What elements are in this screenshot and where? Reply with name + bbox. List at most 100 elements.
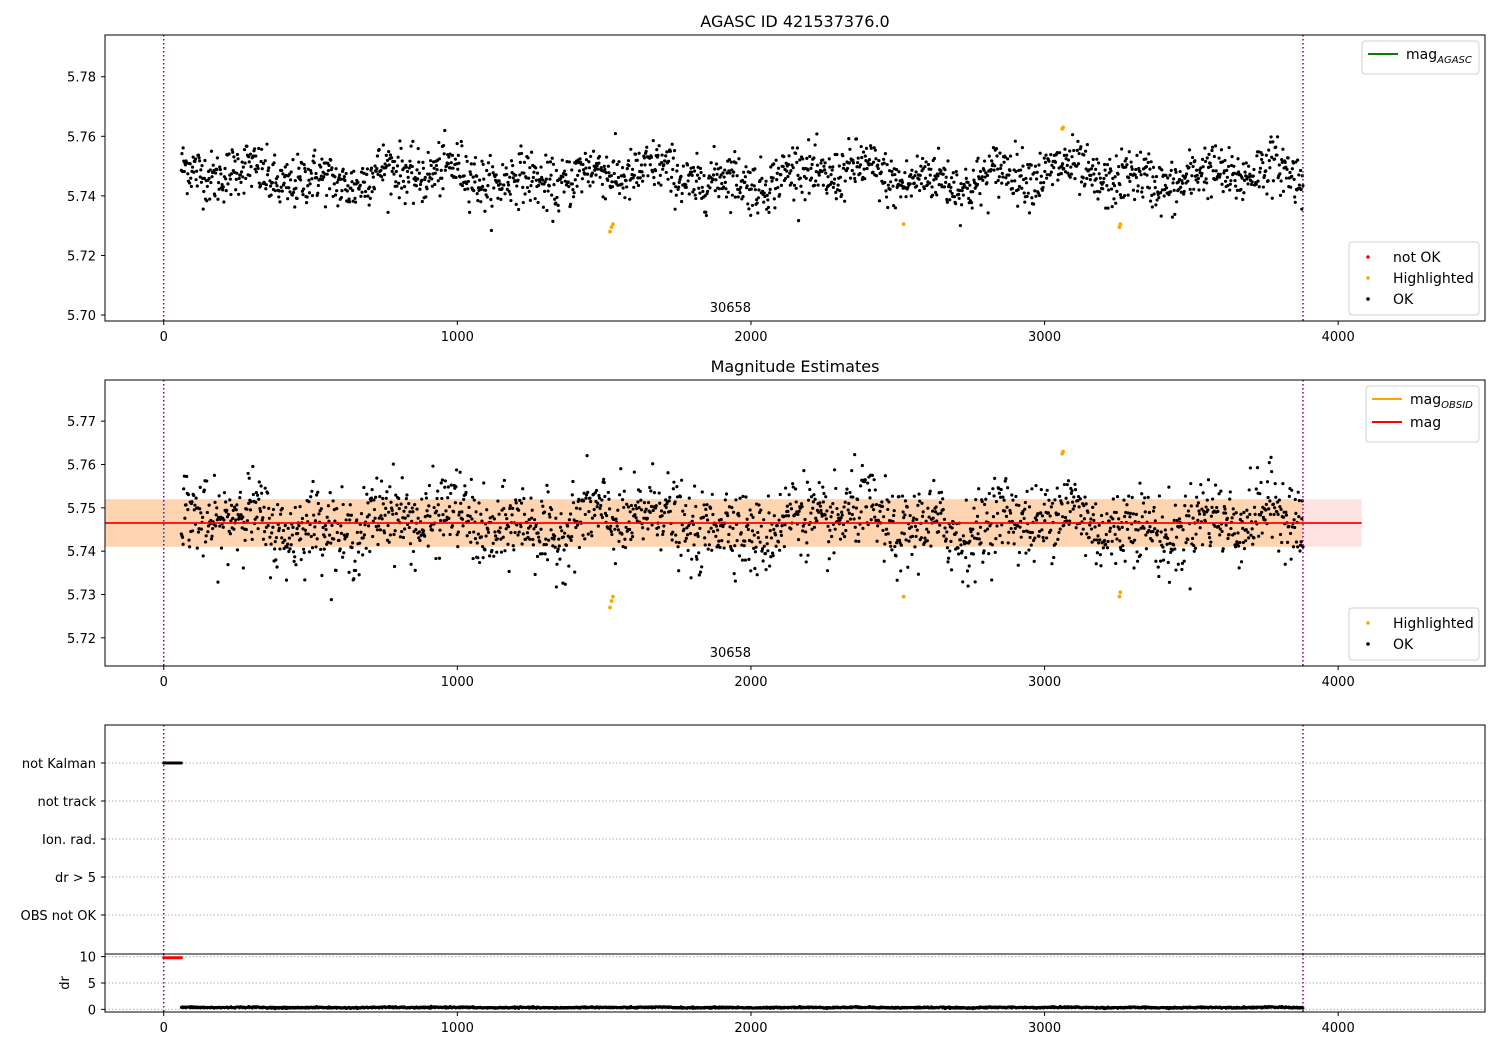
data-point	[741, 195, 745, 199]
data-point	[534, 178, 538, 182]
data-point	[281, 528, 286, 533]
data-point	[942, 185, 947, 189]
data-point	[782, 545, 786, 549]
data-point	[904, 538, 908, 542]
data-point	[206, 530, 210, 534]
data-point	[456, 545, 460, 549]
data-point	[1127, 150, 1131, 154]
data-point	[794, 151, 798, 155]
data-point	[1073, 482, 1077, 486]
data-point	[674, 540, 678, 544]
data-point	[819, 511, 824, 516]
data-point	[1007, 173, 1011, 177]
data-point	[1169, 190, 1173, 194]
data-point	[639, 508, 644, 512]
data-point	[1213, 483, 1218, 487]
data-point	[893, 172, 897, 177]
data-point	[511, 176, 515, 180]
data-point	[774, 544, 778, 548]
data-point	[338, 547, 342, 551]
data-point	[405, 493, 409, 497]
data-point	[828, 505, 833, 509]
data-point	[1283, 562, 1287, 566]
data-point	[1234, 545, 1238, 549]
data-point	[731, 174, 735, 178]
data-point	[341, 167, 345, 171]
data-point	[413, 176, 417, 180]
data-point	[983, 175, 987, 179]
data-point	[325, 193, 329, 198]
data-point	[1150, 205, 1154, 209]
data-point	[567, 564, 571, 568]
data-point	[820, 514, 824, 518]
data-point	[203, 158, 207, 163]
data-point	[983, 502, 987, 507]
data-point	[498, 526, 502, 530]
data-point	[1152, 192, 1156, 196]
data-point	[241, 165, 245, 169]
data-point	[717, 187, 722, 191]
data-point	[995, 167, 1000, 171]
data-point	[1216, 524, 1221, 528]
data-point	[894, 554, 898, 558]
data-point	[664, 154, 668, 158]
data-point	[609, 529, 613, 534]
data-point	[997, 491, 1001, 495]
data-point	[1215, 505, 1219, 510]
data-point	[927, 515, 931, 519]
data-point	[731, 170, 736, 174]
data-point	[589, 154, 593, 159]
data-point	[697, 186, 701, 190]
data-point	[1172, 543, 1176, 547]
data-point	[920, 501, 924, 505]
data-point	[379, 479, 384, 483]
data-point	[843, 534, 847, 539]
data-point	[1170, 215, 1175, 219]
data-point	[216, 197, 220, 201]
data-point	[243, 161, 247, 165]
data-point	[529, 496, 533, 500]
data-point	[1128, 511, 1133, 515]
data-point	[883, 474, 887, 478]
data-point	[1244, 539, 1248, 543]
data-point	[589, 530, 593, 534]
data-point	[255, 493, 260, 497]
data-point	[1236, 170, 1241, 174]
data-point	[248, 508, 253, 512]
data-point	[918, 173, 922, 177]
data-point	[464, 490, 468, 495]
data-point	[349, 513, 354, 517]
data-point	[655, 533, 659, 537]
data-point	[192, 508, 196, 512]
data-point	[726, 540, 730, 544]
data-point	[1275, 135, 1280, 139]
line-legend: magAGASC	[1361, 40, 1480, 75]
data-point	[375, 476, 379, 480]
data-point	[521, 185, 525, 190]
data-point	[1191, 516, 1195, 520]
data-point	[277, 526, 281, 530]
data-point	[609, 174, 613, 178]
data-point	[644, 149, 648, 153]
data-point	[857, 516, 861, 520]
data-point	[257, 146, 261, 151]
data-point	[1223, 511, 1228, 515]
data-point	[254, 154, 258, 158]
data-point	[922, 186, 926, 191]
data-point	[465, 159, 469, 163]
data-point	[1053, 542, 1058, 546]
data-point	[791, 482, 795, 486]
data-point	[271, 525, 275, 529]
data-point	[377, 516, 381, 520]
data-point	[919, 536, 924, 540]
data-point	[984, 171, 988, 175]
data-point	[318, 177, 322, 181]
data-point	[606, 490, 610, 495]
data-point	[722, 175, 726, 179]
data-point	[654, 504, 658, 508]
series-dr	[179, 1004, 1305, 1011]
data-point	[745, 517, 749, 521]
data-point	[945, 530, 949, 534]
data-point	[811, 506, 815, 510]
data-point	[381, 496, 385, 501]
